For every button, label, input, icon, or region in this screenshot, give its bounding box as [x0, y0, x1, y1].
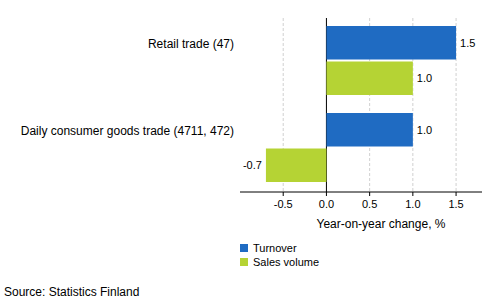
chart: -0.5 0.0 0.5 1.0 1.5 Retail trade (47) Daily c… — [0, 0, 493, 304]
bar — [266, 149, 327, 183]
tick-label: 1.0 — [405, 198, 420, 210]
tick — [326, 192, 327, 196]
category-label: Daily consumer goods trade (4711, 472) — [21, 124, 234, 138]
legend-swatch — [240, 244, 248, 252]
legend-label: Sales volume — [253, 256, 319, 268]
source: Source: Statistics Finland — [4, 285, 139, 299]
bar — [326, 113, 412, 147]
category-label: Retail trade (47) — [148, 37, 234, 51]
legend-swatch — [240, 258, 248, 266]
tick — [412, 192, 413, 196]
tick-label: 0.0 — [319, 198, 334, 210]
tick — [369, 192, 370, 196]
tick-label: 0.5 — [362, 198, 377, 210]
tick — [456, 192, 457, 196]
legend-label: Turnover — [253, 242, 297, 254]
tick-label: 1.5 — [448, 198, 463, 210]
data-label: -0.7 — [243, 159, 262, 171]
tick-label: -0.5 — [274, 198, 293, 210]
bars — [266, 26, 456, 182]
data-label: 1.5 — [460, 37, 475, 49]
data-label: 1.0 — [417, 72, 432, 84]
x-axis-title: Year-on-year change, % — [317, 217, 446, 231]
tick — [283, 192, 284, 196]
bar — [326, 62, 412, 96]
x-axis — [240, 192, 482, 193]
bar — [326, 26, 456, 60]
data-label: 1.0 — [417, 124, 432, 136]
